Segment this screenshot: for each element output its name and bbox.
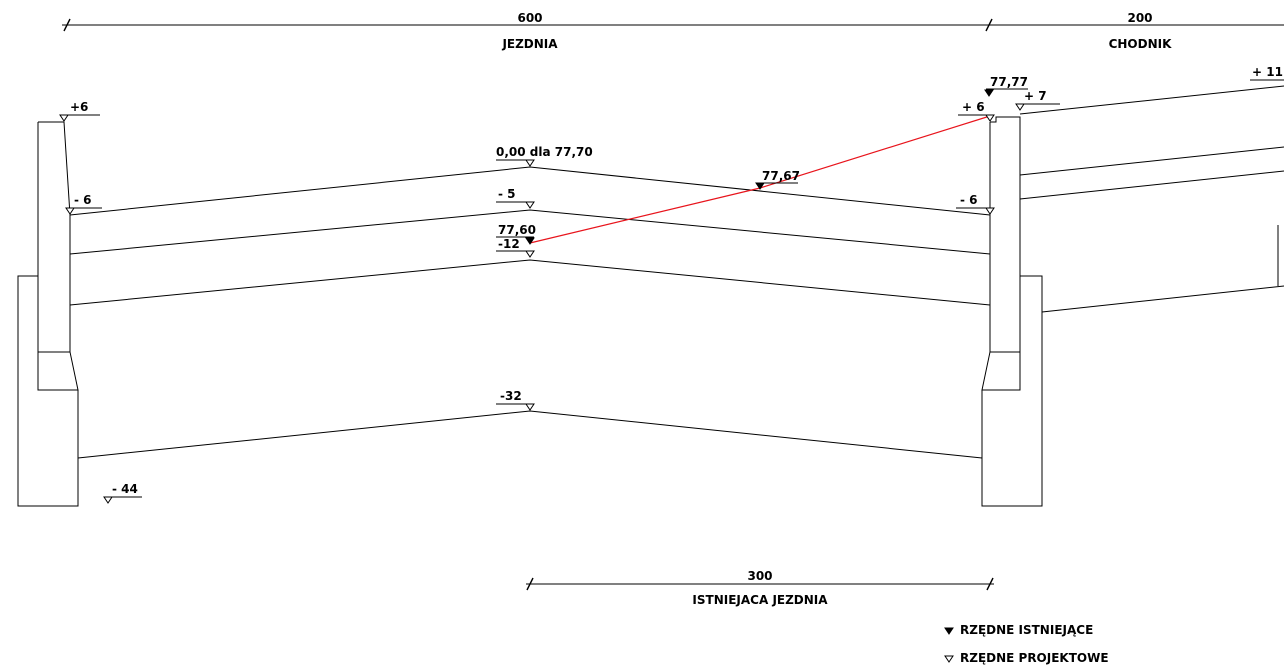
design-level-markers: +6 - 6 - 44 0,00 dla 77,70 - 5 -12 [59,65,1284,504]
level-right-sidewalk-start: + 7 [1015,89,1060,111]
level-axis-layer2-text: -12 [498,237,520,251]
level-right-existing-top-text: 77,77 [990,75,1028,89]
dimension-jezdnia: 600 JEZDNIA 200 CHODNIK [62,11,1284,51]
level-right-sidewalk-end-text: + 11 [1252,65,1283,79]
dimension-chodnik-label: CHODNIK [1109,37,1173,51]
level-existing-mid: 77,67 [755,169,800,190]
right-curb [981,116,1043,507]
left-curb [17,121,79,507]
sidewalk-layers [1019,85,1284,313]
legend-existing-icon [944,627,954,635]
level-axis-top-text: 0,00 dla 77,70 [496,145,593,159]
level-left-edge-text: - 6 [74,193,92,207]
level-existing-mid-text: 77,67 [762,169,800,183]
level-axis-top: 0,00 dla 77,70 [496,145,593,167]
level-left-curb-top: +6 [59,100,100,122]
legend: RZĘDNE ISTNIEJĄCE RZĘDNE PROJEKTOWE [944,623,1109,665]
dimension-istniejaca-label: ISTNIEJACA JEZDNIA [692,593,828,607]
level-left-curb-top-text: +6 [70,100,88,114]
level-axis-layer2: -12 [496,237,535,258]
existing-profile-line [529,115,991,244]
level-axis-existing: 77,60 [496,223,536,245]
level-left-bottom: - 44 [103,482,142,504]
level-right-curb-top: + 6 [958,100,995,122]
level-right-edge: - 6 [956,193,995,215]
level-left-edge: - 6 [65,193,102,215]
legend-design-text: RZĘDNE PROJEKTOWE [960,651,1109,665]
dimension-jezdnia-label: JEZDNIA [501,37,558,51]
legend-existing-text: RZĘDNE ISTNIEJĄCE [960,623,1093,637]
level-axis-layer1-text: - 5 [498,187,516,201]
level-left-bottom-text: - 44 [112,482,138,496]
dimension-istniejaca-value: 300 [747,569,772,583]
level-right-sidewalk-start-text: + 7 [1024,89,1047,103]
level-axis-bottom-text: -32 [500,389,522,403]
dimension-chodnik-value: 200 [1127,11,1152,25]
pavement-layers [69,166,991,459]
level-right-existing-top: 77,77 [984,75,1028,97]
existing-level-markers: 77,60 77,67 77,77 [496,75,1028,245]
level-right-edge-text: - 6 [960,193,978,207]
level-axis-existing-text: 77,60 [498,223,536,237]
level-right-curb-top-text: + 6 [962,100,985,114]
dimension-istniejaca: 300 ISTNIEJACA JEZDNIA [526,569,994,607]
level-axis-bottom: -32 [496,389,535,411]
legend-design-icon [944,655,954,663]
level-right-sidewalk-end: + 11 [1250,65,1284,81]
level-axis-layer1: - 5 [496,187,535,209]
dimension-jezdnia-value: 600 [517,11,542,25]
